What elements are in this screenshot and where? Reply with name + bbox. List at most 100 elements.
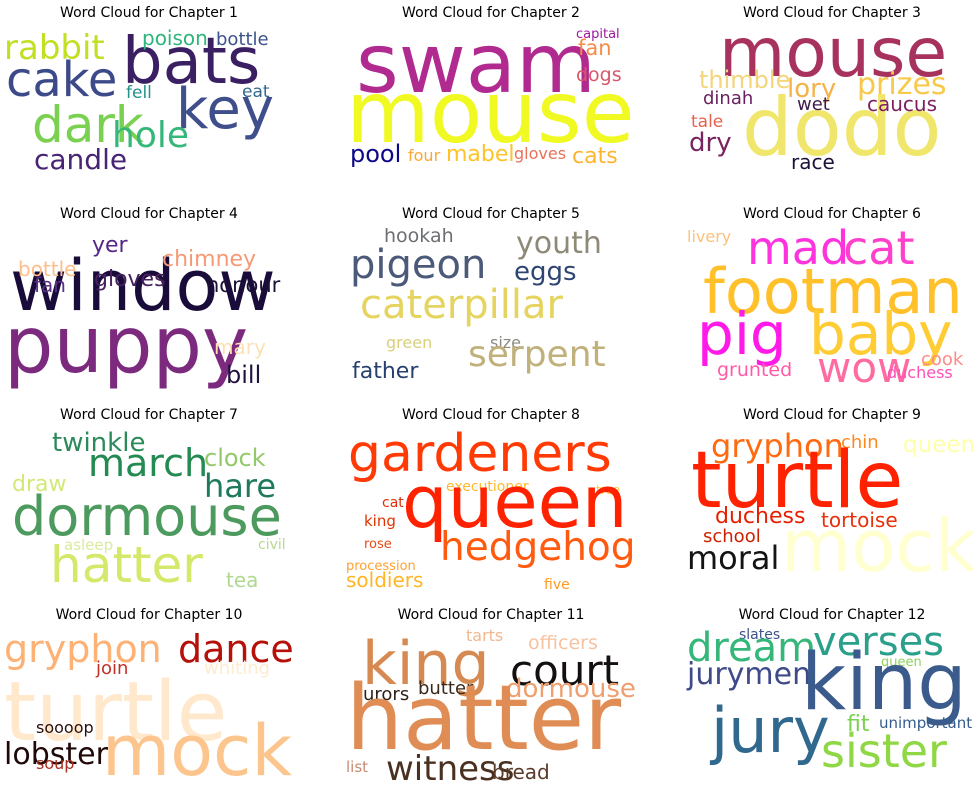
word-cloud-word: hare [204,467,277,505]
chart-title: Word Cloud for Chapter 11 [397,607,585,623]
word-cloud-word: prizes [857,67,947,102]
word-cloud-word: officers [528,632,598,654]
word-cloud-word: hookah [384,225,454,247]
word-cloud-word: twinkle [52,428,146,458]
word-cloud-panel-chapter-4: Word Cloud for Chapter 4 window puppy bottl… [4,205,294,395]
word-cloud-word: bats [122,25,261,99]
word-cloud-word: tree [596,483,621,497]
word-cloud-panel-chapter-9: Word Cloud for Chapter 9 gryphon chin queen… [687,406,973,596]
word-cloud-word: fit [847,712,870,737]
chart-title: Word Cloud for Chapter 6 [743,206,921,222]
chart-title: Word Cloud for Chapter 10 [55,607,243,623]
word-cloud-word: bottle [18,257,77,281]
word-cloud-word: fan [34,273,66,297]
word-cloud-word: cook [921,349,964,370]
word-cloud-word: cake [6,52,118,108]
word-cloud-word: capital [576,27,620,42]
word-cloud-word: draw [12,472,67,497]
word-cloud-word: bottle [216,29,269,50]
word-cloud-word: tortoise [821,508,898,532]
word-cloud-word: mad [747,221,850,275]
word-cloud-word: rose [364,537,392,552]
word-cloud-word: cats [572,144,618,169]
word-cloud-word: soooop [36,718,94,737]
word-cloud-word: fan [578,36,612,60]
word-cloud-word: march [88,441,209,485]
word-cloud-word: gryphon [711,427,844,465]
word-cloud-word: dormouse [12,485,282,548]
word-cloud-word: duchess [887,363,953,382]
word-cloud-word: footman [703,255,963,328]
word-cloud-word: candle [34,143,128,176]
word-cloud-word: bread [492,760,550,784]
chart-title: Word Cloud for Chapter 3 [743,5,921,21]
word-cloud-word: four [408,146,441,165]
chart-title: Word Cloud for Chapter 5 [402,206,580,222]
word-cloud-panel-chapter-1: Word Cloud for Chapter 1 bats cake key dark r… [4,4,294,194]
word-cloud-word: hatter [346,666,622,771]
word-cloud-word: whiting [204,658,271,679]
chart-title: Word Cloud for Chapter 4 [60,206,238,222]
word-cloud-word: fell [126,83,152,103]
word-cloud-word: cat [843,221,915,275]
word-cloud-word: sister [821,724,947,778]
word-cloud-area: window puppy bottle yer chimney fan gloves hono… [4,229,294,388]
word-cloud-panel-chapter-12: Word Cloud for Chapter 12 slates dream vers… [687,606,973,796]
word-cloud-word: jurymen [687,657,812,692]
word-cloud-area: swam mouse pool four mabel gloves cats capital f… [346,24,636,178]
word-cloud-word: baby [809,300,953,368]
word-cloud-panel-chapter-8: Word Cloud for Chapter 8 gardeners executi… [346,406,636,596]
word-cloud-area: hookah youth pigeon eggs caterpillar green siz… [346,225,636,383]
chart-title: Word Cloud for Chapter 1 [60,5,238,21]
word-cloud-word: unimportant [879,714,973,732]
word-cloud-word: mabel [446,142,515,167]
word-cloud-word: king [801,638,967,728]
word-cloud-word: size [490,333,522,352]
word-cloud-word: king [362,629,490,699]
word-cloud-panel-chapter-6: Word Cloud for Chapter 6 livery mad cat foot… [687,205,973,395]
word-cloud-word: moral [687,539,780,577]
word-cloud-word: window [10,245,276,327]
word-cloud-area: livery mad cat footman pig baby grunted wow cook… [687,225,973,389]
word-cloud-area: gryphon chin queen turtle duchess tortoise moc… [687,427,973,582]
word-cloud-word: caterpillar [360,282,563,328]
chart-title: Word Cloud for Chapter 12 [738,607,926,623]
word-cloud-word: poison [142,26,208,50]
word-cloud-word: court [510,646,620,695]
word-cloud-word: dormouse [506,674,636,704]
word-cloud-word: tea [226,568,259,592]
word-cloud-word: serpent [468,334,606,375]
word-cloud-word: verses [813,619,945,665]
word-cloud-word: wow [817,343,912,392]
chart-title: Word Cloud for Chapter 8 [402,407,580,423]
word-cloud-word: dodo [742,81,942,174]
word-cloud-word: jury [711,694,830,767]
word-cloud-panel-chapter-3: Word Cloud for Chapter 3 mouse dodo thimble… [687,4,973,194]
word-cloud-area: gardeners executioner tree cat queen king rose… [346,424,636,592]
word-cloud-word: tarts [466,626,504,645]
word-cloud-word: chimney [162,247,257,272]
word-cloud-word: chin [841,432,879,453]
chart-title: Word Cloud for Chapter 9 [743,407,921,423]
word-cloud-word: gardeners [348,424,612,484]
word-cloud-word: dogs [576,64,622,86]
word-cloud-word: queen [881,655,922,670]
word-cloud-word: five [544,577,570,593]
word-cloud-area: gryphon dance join whiting turtle soooop lobst… [4,627,294,786]
word-cloud-word: mary [214,335,266,359]
word-cloud-word: clock [204,444,266,472]
word-cloud-word: school [703,526,761,547]
word-cloud-word: dance [178,627,294,671]
word-cloud-word: grunted [717,359,793,381]
word-cloud-word: yer [92,233,128,258]
word-cloud-word: mouse [719,14,948,93]
word-cloud-word: soup [36,754,75,773]
word-cloud-word: mock [102,710,293,792]
word-cloud-word: dream [687,625,817,671]
word-cloud-word: caucus [867,92,938,116]
word-cloud-word: slates [739,627,781,643]
word-cloud-word: father [352,359,419,384]
word-cloud-panel-chapter-5: Word Cloud for Chapter 5 hookah youth pigeo… [346,205,636,395]
word-cloud-word: cat [382,495,404,511]
word-cloud-panel-chapter-2: Word Cloud for Chapter 2 swam mouse pool fou… [346,4,636,194]
